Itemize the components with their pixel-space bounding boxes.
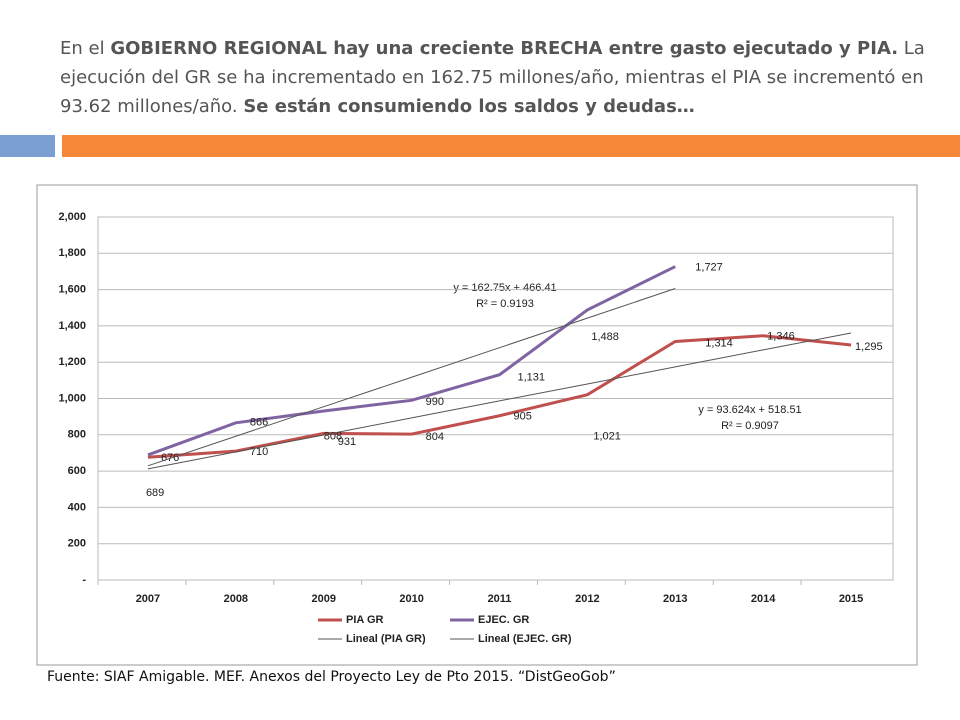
y-tick-label: - (82, 574, 86, 586)
y-tick-label: 200 (68, 538, 86, 550)
accent-orange (62, 135, 960, 157)
annotation: y = 93.624x + 518.51 (698, 404, 801, 416)
data-label: 1,314 (705, 337, 733, 349)
chart-frame (36, 184, 918, 666)
source-note: Fuente: SIAF Amigable. MEF. Anexos del P… (47, 669, 616, 685)
trend-line (147, 332, 852, 470)
legend-label: Lineal (PIA GR) (346, 633, 426, 645)
series-line (147, 334, 852, 459)
data-label: 931 (338, 436, 356, 448)
data-label: 1,488 (591, 331, 619, 343)
x-tick-label: 2009 (311, 593, 335, 605)
data-label: 1,727 (695, 261, 723, 273)
data-label: 1,295 (855, 341, 883, 353)
x-tick-label: 2014 (751, 593, 776, 605)
y-tick-label: 1,200 (58, 356, 86, 368)
y-tick-label: 1,000 (58, 392, 86, 404)
y-tick-label: 600 (68, 465, 86, 477)
annotation: R² = 0.9097 (721, 420, 779, 432)
annotation: R² = 0.9193 (476, 298, 534, 310)
annotation: y = 162.75x + 466.41 (453, 282, 556, 294)
x-tick-label: 2013 (663, 593, 687, 605)
x-tick-label: 2010 (399, 593, 423, 605)
data-label: 689 (146, 487, 164, 499)
y-tick-label: 2,000 (58, 211, 86, 223)
series-line (147, 265, 676, 457)
data-label: 1,021 (593, 431, 621, 443)
title-segment: Se están consumiendo los saldos y deudas… (243, 96, 695, 117)
y-tick-label: 1,800 (58, 247, 86, 259)
data-label: 866 (250, 417, 268, 429)
x-tick-label: 2007 (136, 593, 160, 605)
data-label: 905 (514, 411, 532, 423)
accent-blue (0, 135, 55, 157)
data-label: 808 (324, 430, 342, 442)
data-label: 1,346 (767, 331, 795, 343)
title-segment: En el (60, 38, 111, 59)
y-tick-label: 1,600 (58, 284, 86, 296)
y-tick-label: 1,400 (58, 320, 86, 332)
trend-line (147, 288, 676, 467)
title-segment: La ejecución del GR se ha incrementado e… (60, 38, 925, 117)
data-label: 710 (250, 446, 268, 458)
y-tick-label: 800 (68, 429, 86, 441)
data-label: 990 (426, 396, 444, 408)
data-label: 1,131 (518, 372, 546, 384)
x-tick-label: 2015 (839, 593, 863, 605)
x-tick-label: 2011 (488, 593, 512, 605)
title-segment: GOBIERNO REGIONAL hay una creciente BREC… (110, 38, 899, 59)
legend-label: Lineal (EJEC. GR) (478, 633, 572, 645)
data-label: 804 (426, 431, 444, 443)
y-tick-label: 400 (68, 501, 86, 513)
x-tick-label: 2008 (224, 593, 248, 605)
x-tick-label: 2012 (575, 593, 599, 605)
legend-label: PIA GR (346, 614, 384, 626)
slide-title: En el GOBIERNO REGIONAL hay una crecient… (60, 34, 940, 121)
legend-label: EJEC. GR (478, 614, 529, 626)
